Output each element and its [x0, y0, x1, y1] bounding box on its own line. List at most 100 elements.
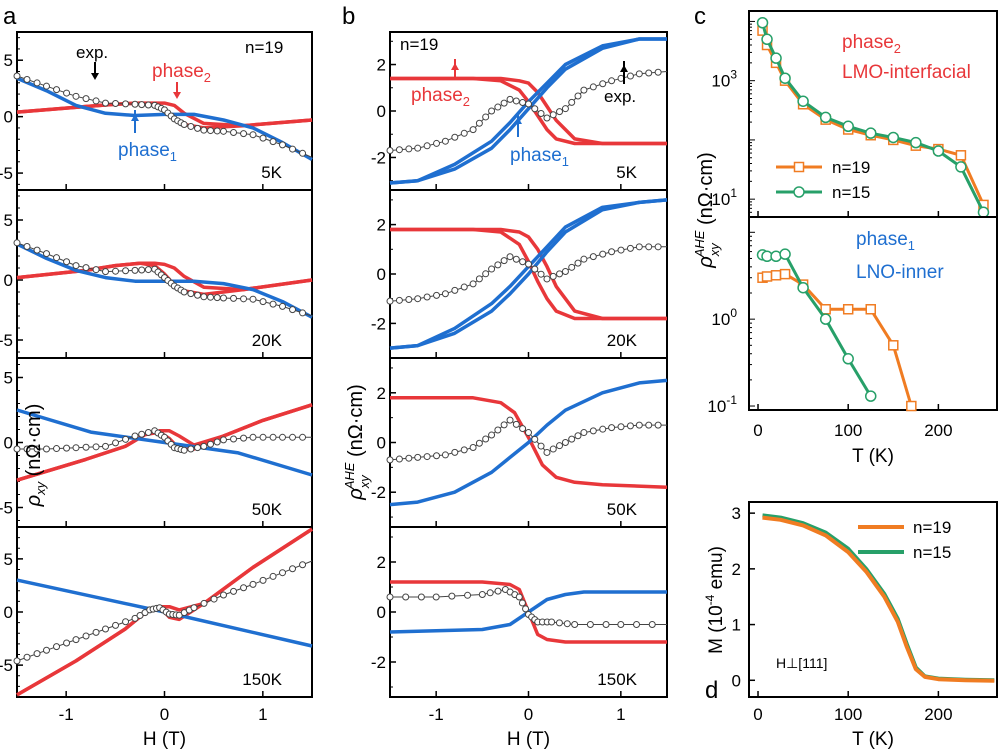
y-tick-label: -5 — [0, 331, 13, 350]
y-tick-label: 5 — [4, 51, 13, 70]
temperature-label: 50K — [252, 500, 283, 519]
marker-n15 — [842, 353, 854, 365]
exp-point — [599, 80, 607, 88]
series-phase2-return — [16, 403, 313, 482]
exp-point — [478, 591, 486, 598]
x-tick-label: -1 — [59, 705, 74, 724]
exp-point — [599, 250, 607, 258]
exp-point — [259, 134, 267, 142]
exp-point — [525, 429, 532, 437]
exp-point — [515, 593, 523, 601]
phase2-label-b: phase2 — [411, 85, 470, 109]
exp-point — [187, 290, 195, 298]
panel-letter: a — [3, 3, 17, 30]
exp-point — [405, 145, 413, 153]
exp-point — [531, 105, 539, 113]
exp-point — [414, 144, 422, 152]
series-phase1 — [16, 408, 313, 477]
exp-point — [72, 92, 80, 100]
exp-point — [13, 239, 21, 247]
series-phase2-return — [390, 227, 667, 321]
y-tick-label: 3 — [732, 504, 741, 523]
exp-point — [549, 111, 557, 119]
panel-letter: b — [342, 3, 355, 30]
exp-point — [269, 300, 277, 308]
exp-point — [63, 258, 71, 266]
phase1-arrow-b-head — [514, 117, 522, 124]
exp-point — [580, 86, 588, 94]
exp-point — [43, 646, 50, 654]
marker-n19 — [779, 268, 791, 280]
x-tick-label: 0 — [524, 705, 533, 724]
y-tick-label: 2 — [377, 384, 386, 403]
exp-point — [555, 619, 563, 627]
y-tick-label: 0 — [377, 603, 386, 622]
exp-point — [548, 618, 556, 626]
exp-point — [537, 442, 545, 450]
exp-point — [200, 126, 208, 134]
exp-point — [213, 127, 221, 135]
exp-point — [240, 130, 248, 138]
exp-point — [230, 294, 238, 302]
exp-point — [500, 421, 508, 429]
exp-point — [102, 99, 109, 107]
y-tick-label: 0 — [732, 671, 741, 690]
legend-label: n=15 — [913, 543, 951, 562]
panel-letter: c — [694, 3, 706, 30]
y-tick-label: 2 — [377, 216, 386, 235]
exp-point — [494, 587, 502, 595]
exp-point — [568, 263, 576, 271]
y-tick-label: -2 — [371, 483, 386, 502]
exp-point — [194, 444, 202, 452]
exp-point — [441, 290, 449, 298]
exp-point — [269, 433, 277, 441]
exp-point — [654, 421, 662, 429]
exp-point — [405, 295, 413, 303]
marker-n19 — [955, 150, 967, 161]
exp-point — [249, 433, 257, 441]
x-axis-label: T (K) — [852, 446, 894, 467]
exp-point — [414, 295, 422, 303]
exp-point — [259, 298, 267, 306]
exp-point — [599, 425, 607, 433]
exp-point — [617, 423, 625, 431]
exp-point — [522, 605, 530, 613]
y-tick-label: 10-1 — [707, 393, 737, 416]
exp-point — [469, 443, 477, 451]
x-axis-label: H (T) — [507, 729, 550, 750]
exp-point — [72, 636, 80, 644]
exp-label: exp. — [604, 87, 636, 106]
marker-n15 — [756, 17, 769, 29]
phase1-label-a: phase1 — [118, 140, 177, 164]
temperature-label: 20K — [607, 331, 638, 350]
exp-point — [187, 445, 195, 453]
exp-point — [102, 268, 109, 276]
exp-point — [213, 438, 221, 446]
exp-point — [518, 599, 526, 607]
exp-point — [200, 293, 208, 301]
y-axis-label-b: ρxyAHE (nΩ·cm) — [342, 384, 372, 500]
exp-point — [207, 440, 215, 448]
field-direction-label: H⊥[111] — [776, 655, 827, 671]
exp-point — [299, 149, 307, 157]
exp-point — [13, 72, 21, 80]
exp-arrow-head — [91, 73, 99, 80]
exp-point — [645, 421, 653, 429]
exp-point — [240, 584, 248, 592]
exp-point — [448, 592, 456, 600]
marker-n15 — [770, 52, 782, 64]
marker-n15 — [864, 390, 877, 402]
y-tick-label: 0 — [377, 102, 386, 121]
y-tick-label: -2 — [371, 314, 386, 333]
exp-point — [571, 621, 579, 628]
temperature-label: 50K — [607, 500, 638, 519]
n-label: n=19 — [400, 35, 438, 54]
series-phase1 — [389, 198, 668, 350]
exp-point — [608, 424, 616, 432]
exp-point — [635, 243, 643, 251]
exp-point — [494, 103, 502, 111]
exp-point — [82, 443, 90, 451]
exp-point — [500, 257, 508, 265]
exp-point — [207, 127, 215, 135]
exp-point — [230, 435, 238, 443]
